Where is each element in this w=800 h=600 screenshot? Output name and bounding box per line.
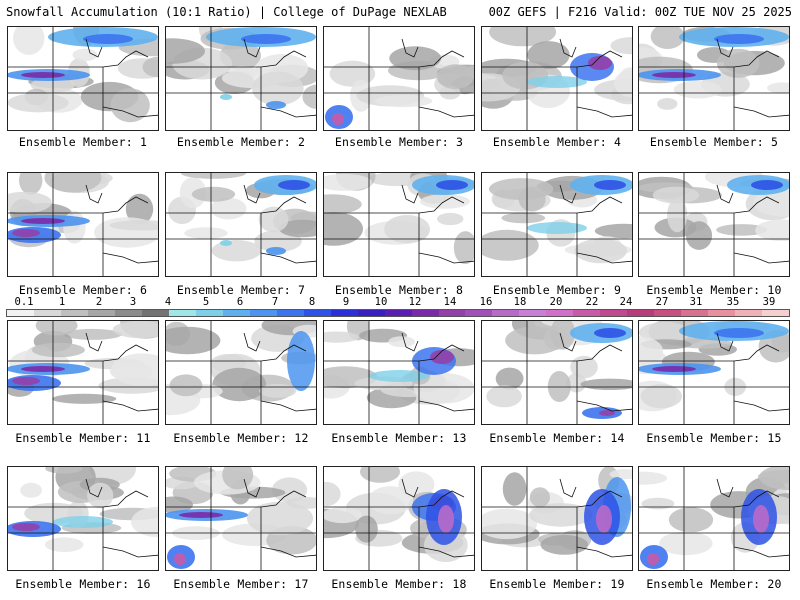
- ensemble-member-map: [481, 466, 633, 571]
- colorbar-swatch: [141, 310, 169, 316]
- ensemble-member-label: Ensemble Member: 11: [15, 431, 151, 445]
- ensemble-member-label: Ensemble Member: 17: [173, 577, 309, 591]
- colorbar-tick-label: 18: [513, 296, 527, 308]
- ensemble-member-label: Ensemble Member: 19: [489, 577, 625, 591]
- colorbar-swatch: [168, 310, 196, 316]
- ensemble-member-map: [481, 172, 633, 277]
- colorbar-tick-label: 35: [726, 296, 740, 308]
- ensemble-member-map: [638, 172, 790, 277]
- ensemble-member-map: [165, 466, 317, 571]
- colorbar: [6, 309, 790, 317]
- colorbar-swatch: [33, 310, 61, 316]
- colorbar-tick-label: 9: [342, 296, 350, 308]
- ensemble-member-label: Ensemble Member: 20: [646, 577, 782, 591]
- colorbar-tick-label: 2: [95, 296, 103, 308]
- ensemble-member-map: [323, 466, 475, 571]
- ensemble-member-map: [7, 466, 159, 571]
- ensemble-member-label: Ensemble Member: 15: [646, 431, 782, 445]
- colorbar-swatch: [249, 310, 277, 316]
- colorbar-tick-label: 24: [619, 296, 633, 308]
- ensemble-member-label: Ensemble Member: 1: [18, 135, 148, 149]
- colorbar-tick-label: 10: [374, 296, 388, 308]
- colorbar-swatch: [438, 310, 466, 316]
- colorbar-tick-label: 14: [443, 296, 457, 308]
- ensemble-member-label: Ensemble Member: 9: [492, 283, 622, 297]
- colorbar-swatch: [7, 310, 34, 316]
- colorbar-swatch: [60, 310, 88, 316]
- colorbar-tick-label: 16: [479, 296, 493, 308]
- colorbar-tick-label: 8: [308, 296, 316, 308]
- colorbar-swatch: [303, 310, 331, 316]
- colorbar-swatch: [411, 310, 439, 316]
- ensemble-member-map: [165, 172, 317, 277]
- colorbar-tick-label: 39: [762, 296, 776, 308]
- colorbar-swatch: [357, 310, 385, 316]
- colorbar-swatch: [654, 310, 682, 316]
- page-title: Snowfall Accumulation (10:1 Ratio) | Col…: [6, 5, 447, 19]
- colorbar-swatch: [195, 310, 223, 316]
- colorbar-swatch: [519, 310, 547, 316]
- colorbar-tick-label: 3: [129, 296, 137, 308]
- ensemble-member-map: [638, 26, 790, 131]
- ensemble-member-label: Ensemble Member: 18: [331, 577, 467, 591]
- colorbar-tick-label: 12: [408, 296, 422, 308]
- colorbar-swatch: [546, 310, 574, 316]
- ensemble-member-label: Ensemble Member: 12: [173, 431, 309, 445]
- colorbar-tick-label: 20: [549, 296, 563, 308]
- ensemble-member-label: Ensemble Member: 14: [489, 431, 625, 445]
- ensemble-member-map: [481, 320, 633, 425]
- colorbar-tick-label: 31: [689, 296, 703, 308]
- colorbar-swatch: [762, 310, 790, 316]
- colorbar-swatch: [600, 310, 628, 316]
- colorbar-tick-label: 22: [585, 296, 599, 308]
- ensemble-member-label: Ensemble Member: 3: [334, 135, 464, 149]
- ensemble-member-map: [7, 26, 159, 131]
- colorbar-tick-label: 7: [271, 296, 279, 308]
- ensemble-member-map: [323, 320, 475, 425]
- colorbar-swatch: [573, 310, 601, 316]
- ensemble-member-label: Ensemble Member: 10: [646, 283, 782, 297]
- colorbar-tick-label: 27: [655, 296, 669, 308]
- colorbar-tick-label: 4: [164, 296, 172, 308]
- header: Snowfall Accumulation (10:1 Ratio) | Col…: [0, 0, 800, 22]
- colorbar-swatch: [384, 310, 412, 316]
- ensemble-member-label: Ensemble Member: 5: [649, 135, 779, 149]
- colorbar-swatch: [627, 310, 655, 316]
- ensemble-member-map: [7, 320, 159, 425]
- ensemble-member-label: Ensemble Member: 6: [18, 283, 148, 297]
- ensemble-member-map: [638, 466, 790, 571]
- colorbar-tick-label: 1: [58, 296, 66, 308]
- ensemble-member-map: [638, 320, 790, 425]
- ensemble-member-map: [323, 26, 475, 131]
- ensemble-member-map: [7, 172, 159, 277]
- ensemble-member-label: Ensemble Member: 2: [176, 135, 306, 149]
- ensemble-member-label: Ensemble Member: 8: [334, 283, 464, 297]
- run-info: 00Z GEFS | F216 Valid: 00Z TUE NOV 25 20…: [488, 5, 792, 19]
- ensemble-member-map: [165, 320, 317, 425]
- ensemble-member-label: Ensemble Member: 4: [492, 135, 622, 149]
- colorbar-swatch: [330, 310, 358, 316]
- colorbar-tick-label: 5: [202, 296, 210, 308]
- colorbar-swatch: [735, 310, 763, 316]
- colorbar-labels: 0.1 1 2 3 4 5 6 7 8 9 10 12 14 16 18 20 22 24 27 31 35 39: [6, 296, 790, 308]
- ensemble-member-map: [323, 172, 475, 277]
- ensemble-member-label: Ensemble Member: 16: [15, 577, 151, 591]
- colorbar-swatch: [681, 310, 709, 316]
- ensemble-member-map: [165, 26, 317, 131]
- ensemble-member-label: Ensemble Member: 13: [331, 431, 467, 445]
- colorbar-swatch: [222, 310, 250, 316]
- colorbar-swatch: [87, 310, 115, 316]
- colorbar-swatch: [708, 310, 736, 316]
- ensemble-member-label: Ensemble Member: 7: [176, 283, 306, 297]
- colorbar-swatch: [465, 310, 493, 316]
- colorbar-tick-label: 6: [236, 296, 244, 308]
- colorbar-swatch: [114, 310, 142, 316]
- colorbar-tick-label: 0.1: [14, 296, 34, 308]
- colorbar-swatch: [492, 310, 520, 316]
- ensemble-member-map: [481, 26, 633, 131]
- colorbar-swatch: [276, 310, 304, 316]
